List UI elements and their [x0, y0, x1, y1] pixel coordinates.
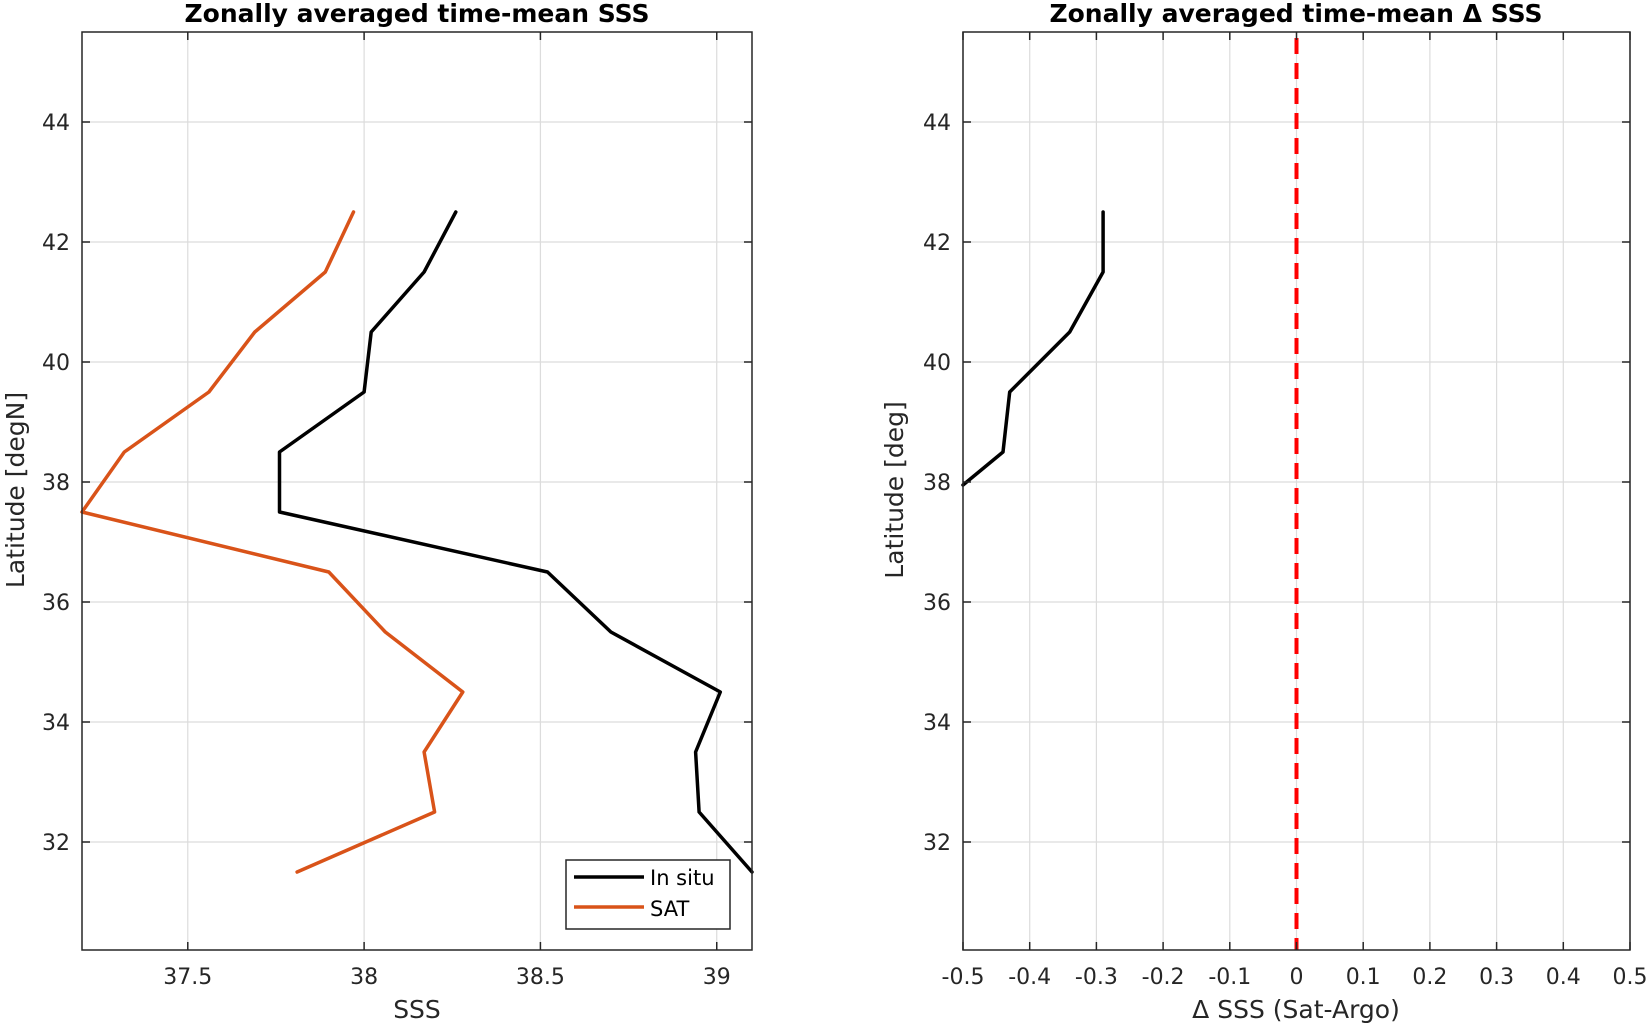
delta-sss-panel-ytick-label: 38: [923, 471, 951, 496]
sss-panel-xtick-label: 38: [350, 965, 378, 990]
delta-sss-panel-ticks: -0.5 -0.4 -0.3 -0.2 -0.1 0 0.1 0.2 0.3 0.4 0.5 32 34…: [923, 32, 1648, 990]
legend-label-sat: SAT: [650, 897, 689, 921]
sss-panel-frame: [81, 31, 753, 951]
delta-sss-panel-xtick-label: 0.2: [1412, 965, 1447, 990]
delta-sss-panel-ytick-label: 36: [923, 591, 951, 616]
delta-sss-panel-xtick-label: 0.5: [1613, 965, 1648, 990]
sss-panel-title: Zonally averaged time-mean SSS: [185, 0, 650, 28]
sss-panel-ytick-label: 36: [42, 591, 70, 616]
sss-panel-ytick-label: 42: [42, 231, 70, 256]
legend-box: [565, 859, 731, 930]
delta-sss-panel-xtick-label: 0.1: [1346, 965, 1381, 990]
delta-sss-panel-ytick-label: 32: [923, 831, 951, 856]
delta-sss-panel-xlabel: Δ SSS (Sat-Argo): [1192, 995, 1400, 1024]
delta-sss-panel-xtick-label: 0.4: [1546, 965, 1581, 990]
delta-sss-panel-ytick-label: 42: [923, 231, 951, 256]
sss-panel-ytick-label: 32: [42, 831, 70, 856]
sss-panel-sat-line: [80, 210, 465, 874]
legend: In situ SAT: [565, 859, 731, 930]
delta-sss-panel-title: Zonally averaged time-mean Δ SSS: [1050, 0, 1543, 28]
delta-sss-panel: Zonally averaged time-mean Δ SSS -0.5 -0.…: [880, 0, 1648, 1024]
delta-sss-panel-xtick-label: -0.1: [1208, 965, 1251, 990]
delta-sss-panel-xtick-label: -0.4: [1008, 965, 1051, 990]
delta-sss-panel-xtick-label: -0.2: [1142, 965, 1185, 990]
sss-panel-xlabel: SSS: [393, 995, 441, 1024]
delta-sss-panel-xtick-label: 0: [1290, 965, 1304, 990]
sss-panel-ytick-label: 40: [42, 351, 70, 376]
sss-panel-grid: [82, 32, 752, 950]
delta-sss-panel-xtick-label: -0.5: [942, 965, 985, 990]
delta-sss-panel-xtick-label: 0.3: [1479, 965, 1514, 990]
delta-sss-panel-xtick-label: -0.3: [1075, 965, 1118, 990]
delta-sss-panel-series: [961, 38, 1299, 950]
sss-panel-ticks: 37.5 38 38.5 39 32 34 36 38 40 42 44: [42, 32, 752, 990]
sss-panel-xtick-label: 38.5: [516, 965, 565, 990]
delta-sss-panel-ytick-label: 34: [923, 711, 951, 736]
sss-panel-xtick-label: 39: [703, 965, 731, 990]
delta-sss-panel-ytick-label: 40: [923, 351, 951, 376]
sss-panel-ytick-label: 44: [42, 111, 70, 136]
sss-panel-xtick-label: 37.5: [163, 965, 212, 990]
sss-panel: Zonally averaged time-mean SSS 37.5 38 38.…: [1, 0, 754, 1024]
sss-panel-in-situ-line: [277, 210, 754, 874]
delta-sss-panel-series-0-line: [961, 210, 1105, 487]
sss-panel-ytick-label: 34: [42, 711, 70, 736]
sss-panel-series: [80, 210, 754, 874]
legend-label-in-situ: In situ: [650, 866, 715, 890]
sss-panel-ytick-label: 38: [42, 471, 70, 496]
delta-sss-panel-ylabel: Latitude [deg]: [880, 401, 909, 578]
delta-sss-panel-ytick-label: 44: [923, 111, 951, 136]
sss-panel-ylabel: Latitude [degN]: [1, 392, 30, 588]
